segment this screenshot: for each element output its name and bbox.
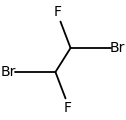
Text: F: F: [64, 101, 72, 115]
Text: Br: Br: [110, 41, 125, 55]
Text: Br: Br: [1, 65, 16, 79]
Text: F: F: [54, 5, 62, 19]
